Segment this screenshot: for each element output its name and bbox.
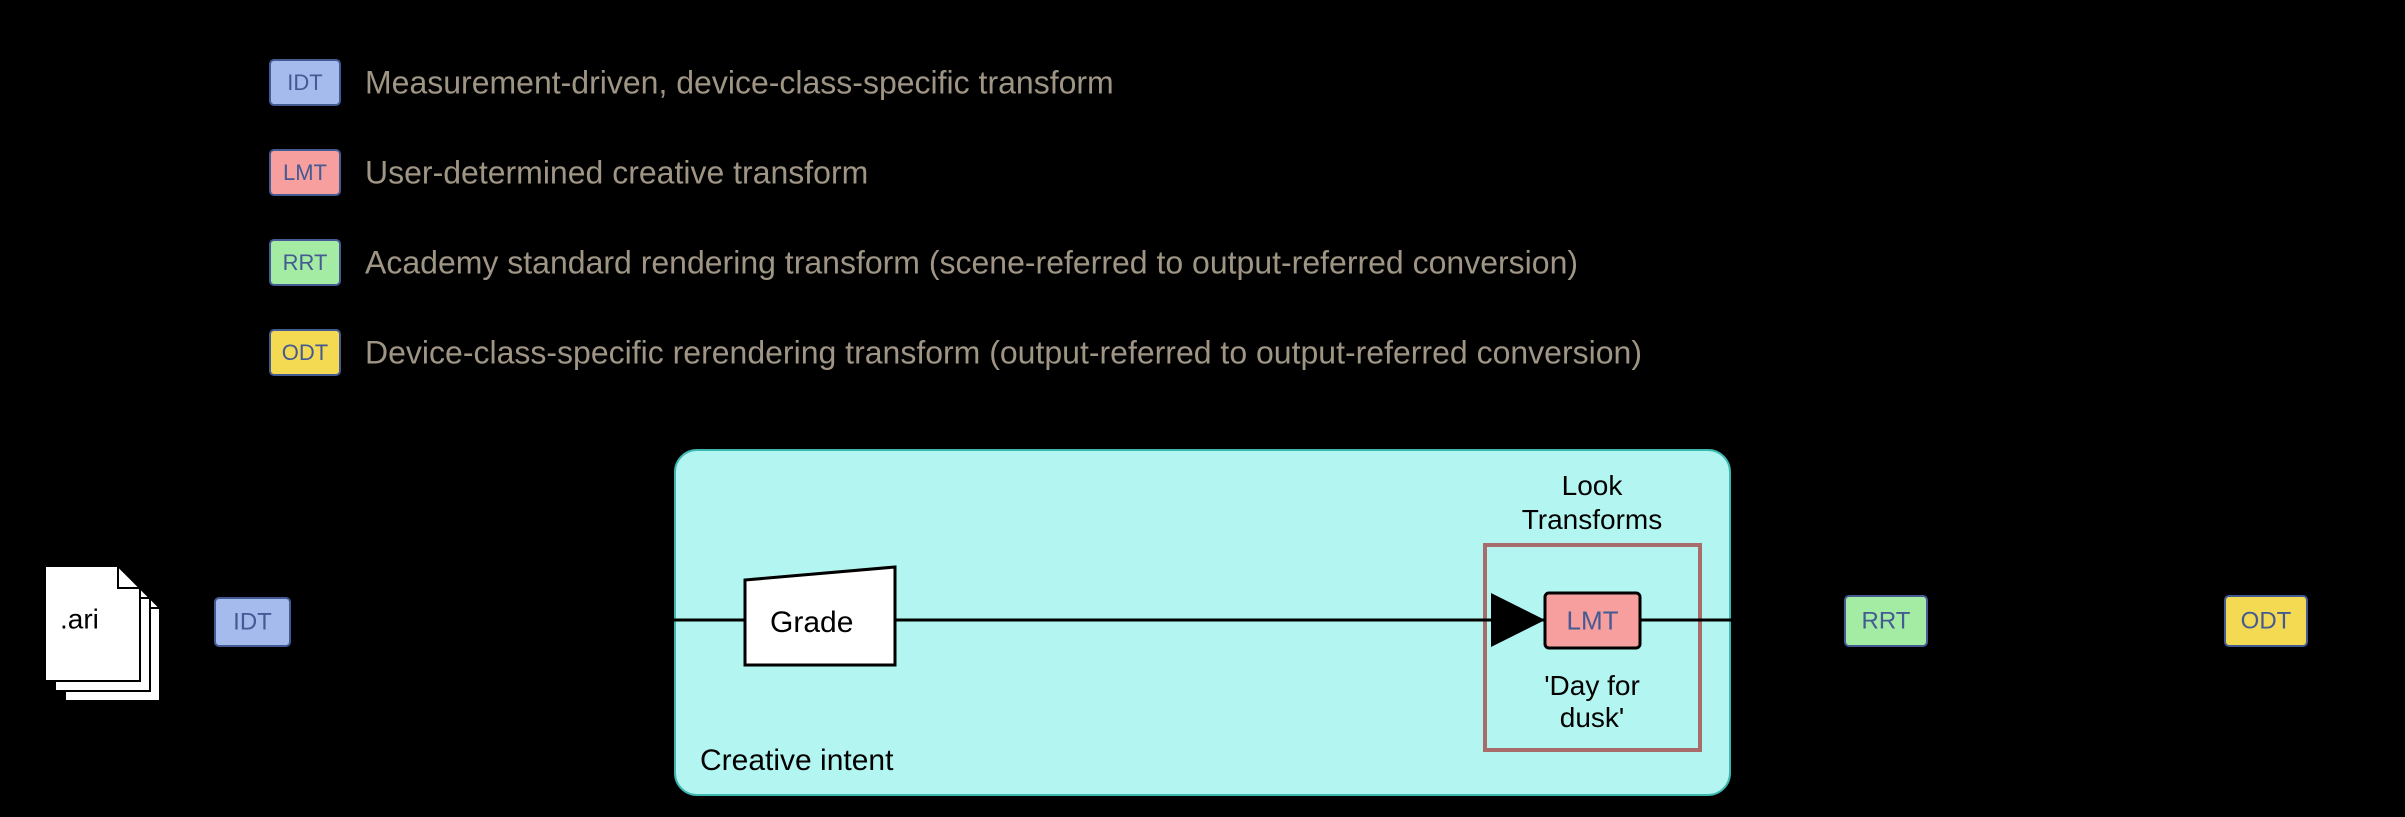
legend-code-rrt: RRT — [283, 250, 328, 275]
legend-code-lmt: LMT — [283, 160, 327, 185]
legend-desc-lmt: User-determined creative transform — [365, 155, 868, 191]
grade-label: Grade — [770, 606, 853, 639]
look-caption-line0: 'Day for — [1544, 670, 1640, 701]
idt-node-label: IDT — [233, 609, 272, 636]
look-transforms-title-line0: Look — [1562, 470, 1624, 501]
legend-row-idt: IDT Measurement-driven, device-class-spec… — [270, 60, 1114, 105]
diagram-canvas: IDT Measurement-driven, device-class-spec… — [0, 0, 2405, 817]
legend-desc-odt: Device-class-specific rerendering transf… — [365, 335, 1642, 371]
lmt-node-label: LMT — [1567, 606, 1619, 636]
look-caption-line1: dusk' — [1560, 702, 1625, 733]
legend-desc-idt: Measurement-driven, device-class-specifi… — [365, 65, 1114, 101]
legend-code-idt: IDT — [287, 70, 322, 95]
odt-node-label: ODT — [2241, 608, 2292, 635]
creative-intent-label: Creative intent — [700, 744, 894, 777]
legend-desc-rrt: Academy standard rendering transform (sc… — [365, 245, 1578, 281]
rrt-node-label: RRT — [1862, 608, 1911, 635]
legend-row-rrt: RRT Academy standard rendering transform … — [270, 240, 1578, 285]
legend-row-odt: ODT Device-class-specific rerendering tra… — [270, 330, 1642, 375]
legend-code-odt: ODT — [282, 340, 328, 365]
file-label: .ari — [60, 604, 99, 635]
look-transforms-title-line1: Transforms — [1522, 504, 1663, 535]
